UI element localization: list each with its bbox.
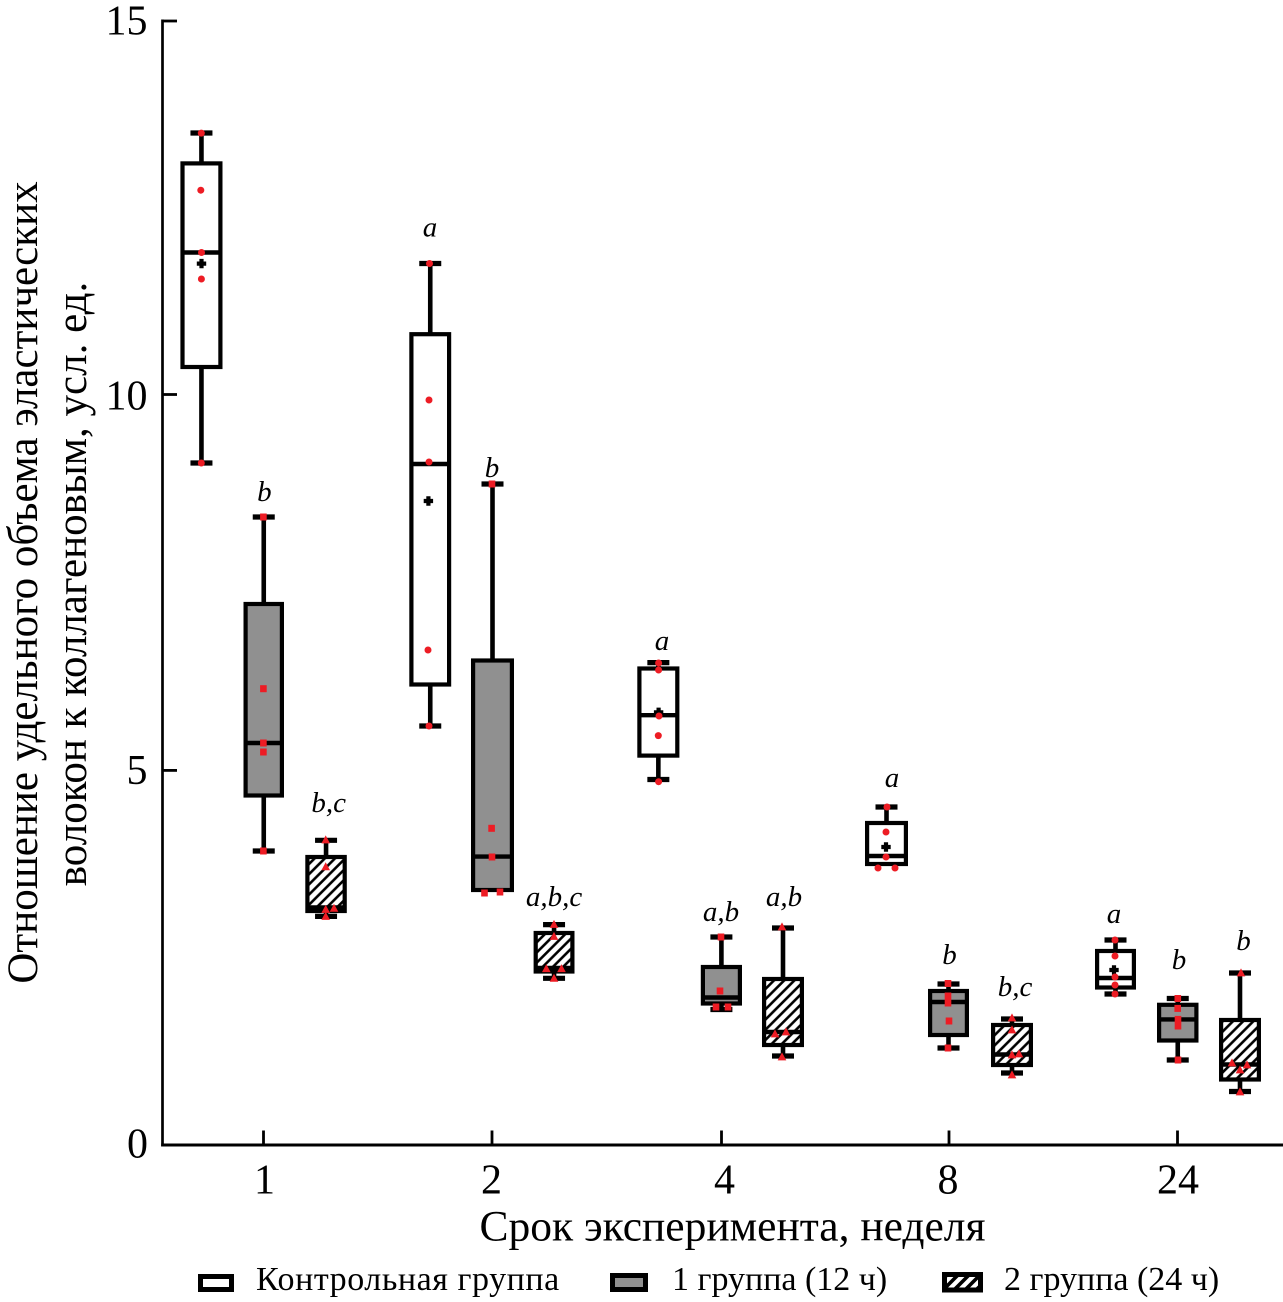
svg-text:5: 5: [127, 748, 148, 794]
svg-text:b,c: b,c: [998, 971, 1033, 1003]
svg-text:24: 24: [1157, 1158, 1199, 1204]
svg-text:2: 2: [481, 1158, 502, 1204]
svg-text:Отношение удельного объема эла: Отношение удельного объема эластических: [0, 181, 47, 983]
svg-text:b: b: [1236, 925, 1251, 957]
svg-text:a: a: [655, 625, 670, 657]
svg-text:10: 10: [106, 374, 148, 420]
svg-text:Контрольная группа: Контрольная группа: [256, 1261, 560, 1298]
svg-text:2 группа (24 ч): 2 группа (24 ч): [1004, 1261, 1219, 1298]
svg-text:a: a: [423, 212, 438, 244]
svg-text:0: 0: [127, 1122, 148, 1168]
svg-text:b,c: b,c: [311, 787, 346, 819]
svg-text:4: 4: [714, 1158, 735, 1204]
svg-text:a,b: a,b: [766, 881, 802, 913]
svg-text:b: b: [485, 452, 500, 484]
svg-text:a: a: [1107, 898, 1122, 930]
svg-text:b: b: [257, 476, 272, 508]
svg-text:b: b: [942, 939, 957, 971]
svg-text:Срок эксперимента, неделя: Срок эксперимента, неделя: [479, 1203, 985, 1251]
svg-text:a,b: a,b: [703, 896, 739, 928]
svg-text:15: 15: [106, 0, 148, 45]
svg-text:волокон к коллагеновым, усл. е: волокон к коллагеновым, усл. ед.: [49, 282, 96, 886]
svg-text:a,b,c: a,b,c: [526, 881, 583, 913]
svg-text:b: b: [1172, 944, 1187, 976]
svg-text:8: 8: [938, 1158, 959, 1204]
svg-text:1 группа (12 ч): 1 группа (12 ч): [672, 1261, 887, 1298]
svg-text:a: a: [885, 762, 900, 794]
svg-text:1: 1: [254, 1158, 275, 1204]
